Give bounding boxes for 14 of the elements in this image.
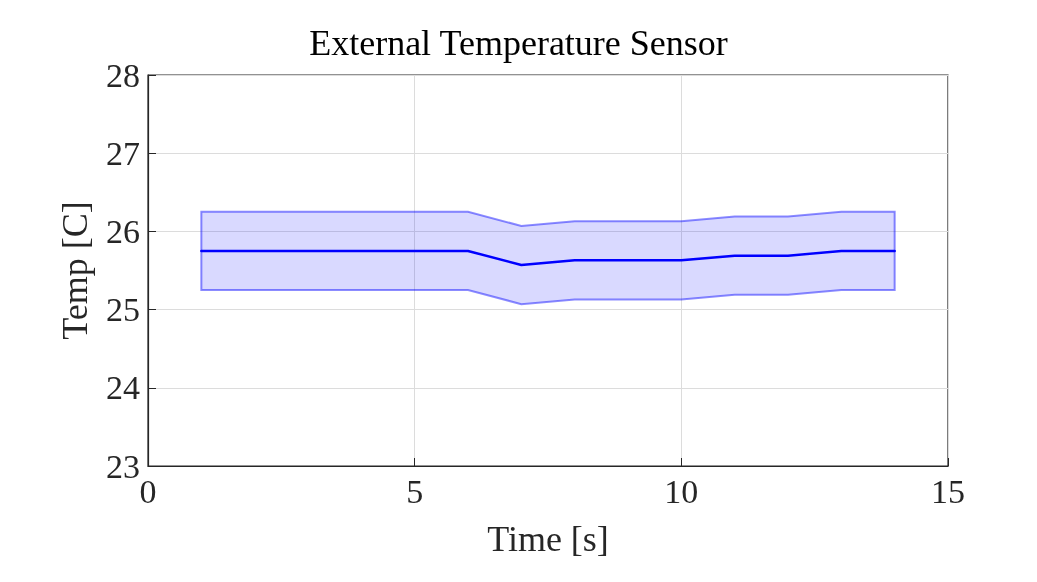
y-tick-label: 27 — [106, 134, 140, 172]
x-tick-label: 15 — [931, 472, 965, 510]
y-tick-label: 26 — [106, 212, 140, 250]
y-tick-label: 24 — [106, 369, 140, 407]
y-tick-label: 23 — [106, 447, 140, 485]
y-tick-label: 28 — [106, 56, 140, 94]
y-axis-title: Temp [C] — [55, 201, 95, 340]
x-axis-title: Time [s] — [487, 519, 609, 559]
chart-title: External Temperature Sensor — [309, 23, 728, 63]
x-tick-label: 10 — [664, 472, 699, 510]
x-tick-label: 5 — [406, 472, 424, 510]
y-tick-label: 25 — [106, 291, 140, 329]
x-tick-label: 0 — [139, 472, 157, 510]
line-series — [200, 249, 896, 267]
